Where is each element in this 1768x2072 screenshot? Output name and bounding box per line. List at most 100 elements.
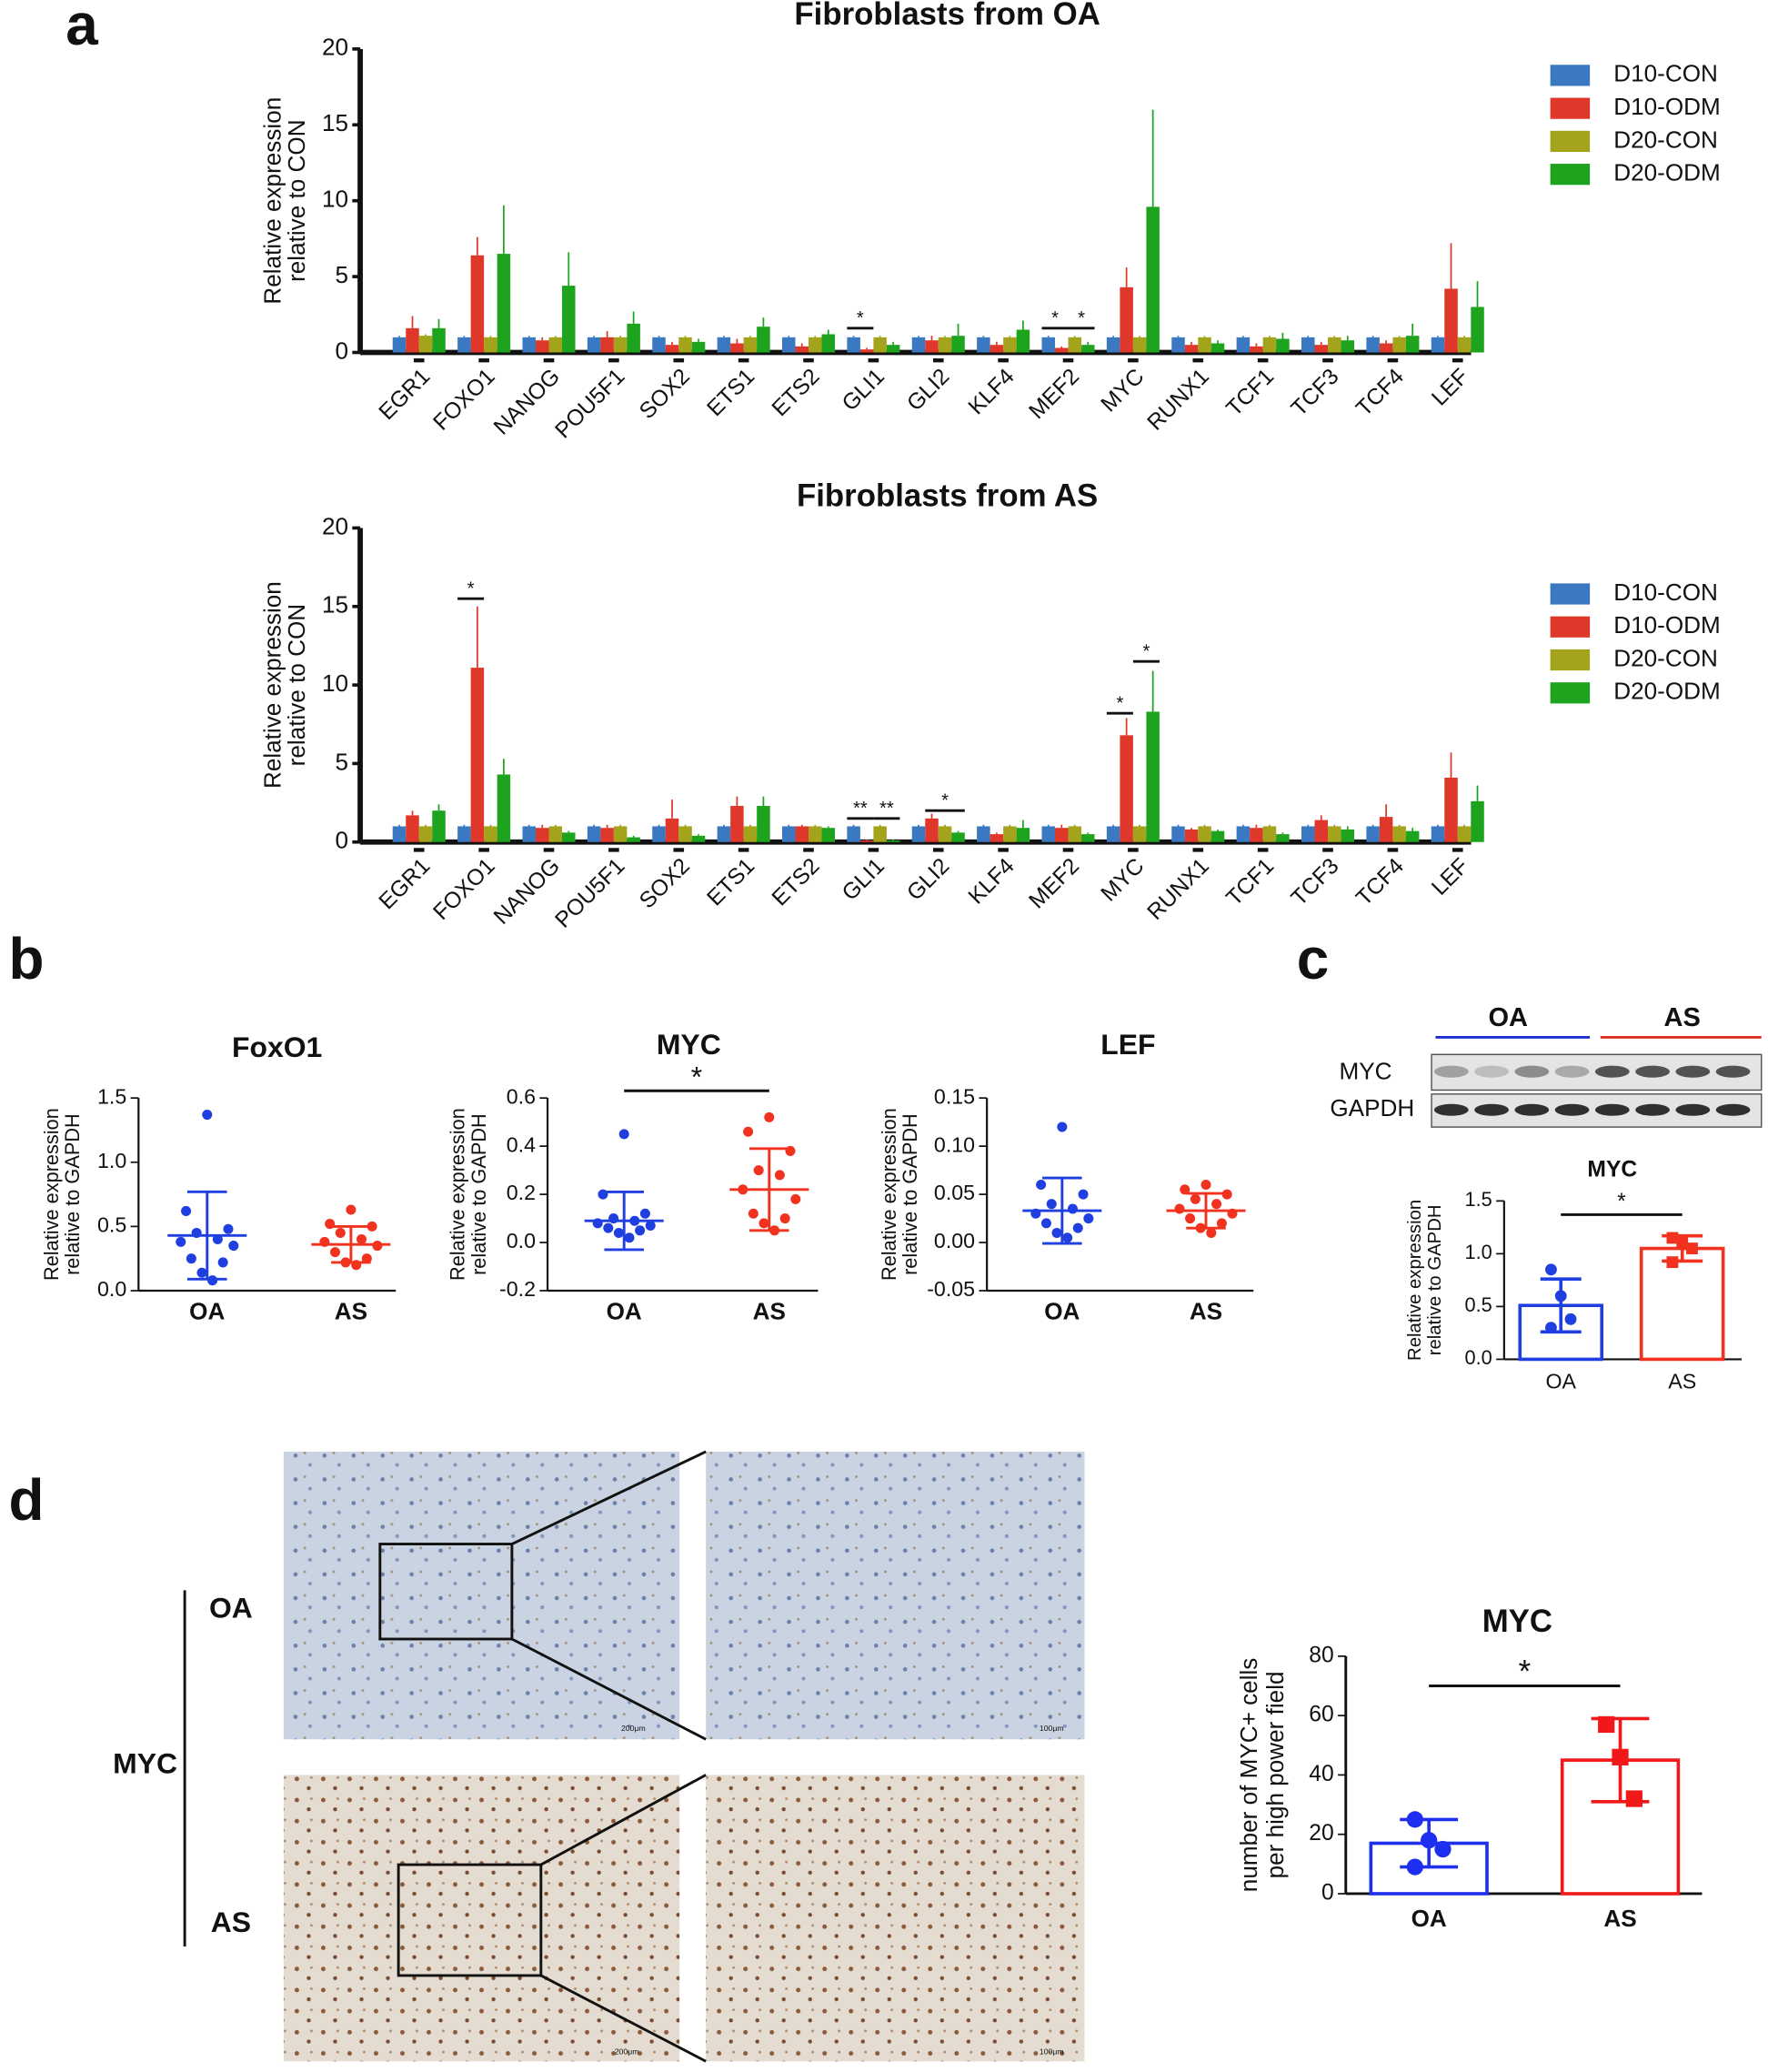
- bar: [1106, 337, 1120, 353]
- x-tick-label: AS: [1603, 1905, 1636, 1932]
- x-tick-label: ETS2: [768, 854, 825, 911]
- significance: *: [691, 1061, 702, 1093]
- bar: [457, 337, 471, 353]
- bar: [1314, 345, 1329, 353]
- zoom-line: [540, 1774, 707, 1866]
- bar: [392, 826, 407, 842]
- bar: [847, 337, 860, 353]
- bar: [1341, 829, 1355, 842]
- point: [1421, 1832, 1438, 1849]
- point: [223, 1223, 234, 1234]
- point: [335, 1227, 346, 1238]
- panel-letter: d: [9, 1467, 45, 1533]
- bar: [587, 337, 601, 353]
- bar: [1198, 337, 1211, 353]
- bar: [809, 826, 822, 842]
- bar: [1379, 817, 1393, 842]
- bar: [613, 337, 628, 353]
- point: [790, 1193, 801, 1204]
- micrograph: [706, 1451, 1085, 1740]
- x-tick-label: GLI1: [838, 364, 889, 416]
- band: [1554, 1065, 1590, 1078]
- bar: [613, 826, 628, 842]
- bar: [1366, 337, 1380, 353]
- significance: *: [941, 790, 949, 810]
- bar: [1405, 336, 1420, 353]
- zoom-line: [540, 1974, 707, 2063]
- bar: [1106, 826, 1120, 842]
- legend-label: D10-ODM: [1613, 93, 1721, 120]
- point: [779, 1213, 790, 1224]
- y-tick-label: 20: [322, 34, 348, 61]
- x-tick-label: TCF1: [1222, 364, 1280, 421]
- bar: [536, 828, 549, 842]
- x-tick-label: KLF4: [964, 854, 1020, 910]
- y-axis-label: relative to GAPDH: [467, 1113, 490, 1275]
- bar: [911, 826, 926, 842]
- bar: [484, 337, 497, 353]
- significance: *: [1142, 641, 1150, 661]
- bar: [873, 826, 887, 842]
- bar: [522, 826, 537, 842]
- bar: [1301, 337, 1315, 353]
- bar: [1301, 826, 1315, 842]
- legend-label: D10-CON: [1613, 578, 1718, 606]
- bar: [1366, 826, 1380, 842]
- band: [1433, 1103, 1469, 1116]
- point: [1067, 1203, 1078, 1214]
- micrograph: [706, 1775, 1085, 2062]
- bar: [1068, 337, 1082, 353]
- band: [1715, 1103, 1751, 1116]
- y-axis-label: Relative expression: [259, 581, 286, 789]
- point: [1083, 1213, 1094, 1224]
- bar: [925, 340, 939, 353]
- bar: [418, 336, 433, 353]
- chart-title: MYC: [657, 1028, 721, 1061]
- point: [186, 1253, 196, 1264]
- chart-title: Fibroblasts from OA: [794, 0, 1100, 32]
- x-tick-label: RUNX1: [1143, 364, 1214, 435]
- point: [1676, 1237, 1689, 1250]
- band: [1554, 1103, 1590, 1116]
- band: [1594, 1103, 1630, 1116]
- bar: [1068, 826, 1082, 842]
- bar: [470, 668, 485, 842]
- point: [613, 1227, 624, 1238]
- bar: [1471, 307, 1484, 353]
- point: [748, 1208, 758, 1219]
- y-tick-label: 0.00: [934, 1229, 975, 1252]
- x-tick-label: OA: [607, 1298, 642, 1325]
- x-tick-label: GLI2: [902, 364, 954, 416]
- point: [1216, 1218, 1227, 1229]
- y-tick-label: 10: [322, 669, 348, 697]
- point: [1051, 1227, 1062, 1238]
- x-tick-label: OA: [1044, 1298, 1080, 1325]
- legend-swatch: [1550, 65, 1591, 86]
- x-tick-label: OA: [1411, 1905, 1447, 1932]
- band: [1675, 1103, 1711, 1116]
- bar: [432, 810, 446, 842]
- bar: [1276, 338, 1290, 353]
- bar: [665, 818, 679, 842]
- y-axis-label: relative to CON: [283, 604, 310, 766]
- point: [176, 1236, 186, 1247]
- y-tick-label: 15: [322, 591, 348, 619]
- point: [603, 1222, 614, 1233]
- significance: **: [879, 799, 894, 819]
- bar: [1262, 826, 1277, 842]
- y-tick-label: 20: [322, 512, 348, 539]
- scale-bar: 100μm: [1040, 2047, 1064, 2056]
- point: [743, 1126, 754, 1137]
- x-tick-label: EGR1: [375, 854, 436, 915]
- bar: [627, 837, 640, 842]
- bar: [392, 337, 407, 353]
- point: [1625, 1790, 1642, 1807]
- x-tick-label: TCF1: [1222, 854, 1280, 911]
- point: [1434, 1840, 1452, 1858]
- significance: **: [853, 799, 868, 819]
- bar: [886, 345, 900, 353]
- x-tick-label: AS: [335, 1298, 367, 1325]
- y-tick-label: 10: [322, 186, 348, 213]
- x-tick-label: MYC: [1097, 854, 1150, 907]
- bar: [1314, 820, 1329, 842]
